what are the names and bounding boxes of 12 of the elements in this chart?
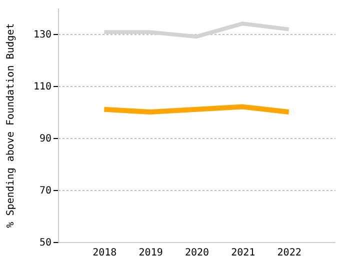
y-tick-label: 130 <box>33 30 52 40</box>
x-tick-label: 2022 <box>277 248 302 258</box>
x-tick-label: 2021 <box>231 248 256 258</box>
y-tick-label: 110 <box>33 82 52 92</box>
y-axis-title: % Spending above Foundation Budget <box>5 23 16 228</box>
y-tick-label: 90 <box>39 134 52 144</box>
x-tick-label: 2018 <box>92 248 117 258</box>
line-series <box>102 22 291 39</box>
y-tick-label: 70 <box>39 186 52 196</box>
x-tick-label: 2019 <box>138 248 163 258</box>
y-tick-label: 50 <box>39 238 52 248</box>
x-tick-label: 2020 <box>184 248 210 258</box>
